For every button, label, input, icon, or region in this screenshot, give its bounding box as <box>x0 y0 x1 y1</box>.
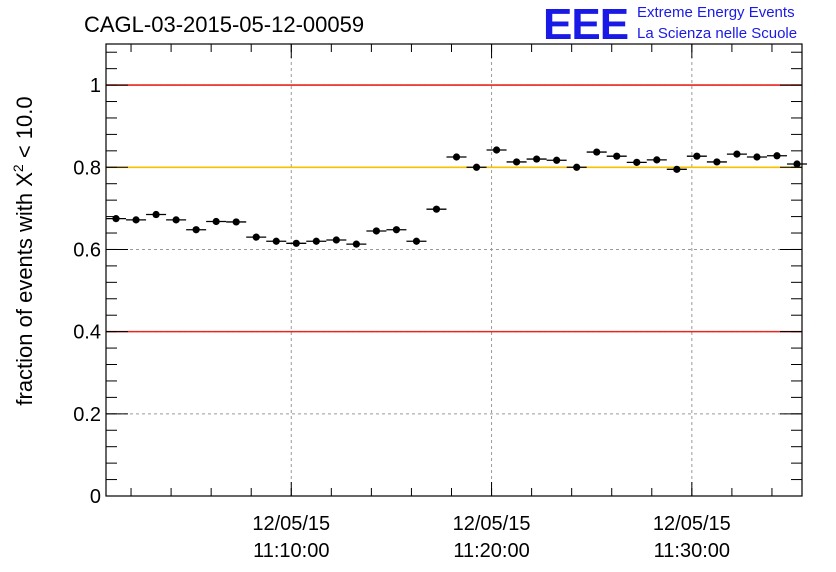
data-point <box>546 156 567 164</box>
data-point <box>206 217 227 226</box>
y-axis-label-suffix: < 10.0 <box>12 96 37 164</box>
data-point <box>766 152 787 160</box>
data-point <box>666 165 687 173</box>
x-tick-time-label: 11:30:00 <box>654 540 730 562</box>
data-marker <box>152 210 160 219</box>
y-tick-label: 0.2 <box>73 404 101 426</box>
eee-logo: EEE Extreme Energy Events La Scienza nel… <box>543 0 797 49</box>
data-point <box>366 227 387 235</box>
data-marker <box>192 226 200 234</box>
data-point <box>586 148 607 156</box>
data-marker <box>372 227 380 235</box>
data-point <box>506 158 527 166</box>
data-point <box>406 237 427 245</box>
data-point <box>166 216 187 224</box>
data-point <box>426 205 447 213</box>
data-marker <box>212 217 220 226</box>
data-points <box>106 146 808 248</box>
data-marker <box>232 218 240 226</box>
data-marker <box>753 153 761 161</box>
logo-line-2: La Scienza nelle Scuole <box>637 25 797 42</box>
data-point <box>346 240 367 248</box>
data-marker <box>172 216 180 224</box>
logo-mark: EEE <box>543 0 628 49</box>
data-point <box>746 153 767 161</box>
plot-frame <box>105 43 803 497</box>
x-tick-date-label: 12/05/15 <box>252 513 330 535</box>
x-tick-time-label: 11:20:00 <box>453 540 529 562</box>
data-point <box>306 237 327 245</box>
data-marker <box>312 237 320 245</box>
data-point <box>726 150 747 158</box>
data-marker <box>452 153 461 161</box>
data-point <box>226 218 247 226</box>
y-axis-label-prefix: fraction of events with X <box>12 172 37 406</box>
data-marker <box>633 158 641 166</box>
data-marker <box>272 237 280 245</box>
data-marker <box>593 148 601 156</box>
data-point <box>706 158 727 166</box>
y-axis-label-superscript: 2 <box>10 164 26 172</box>
data-marker <box>432 205 441 213</box>
data-marker <box>733 150 741 158</box>
data-point <box>566 163 587 171</box>
data-marker <box>132 216 140 224</box>
grid <box>106 44 802 497</box>
data-marker <box>673 165 681 173</box>
data-point <box>486 146 507 154</box>
data-marker <box>252 233 260 241</box>
data-point <box>626 158 647 166</box>
data-marker <box>492 146 501 154</box>
reference-lines <box>106 84 802 333</box>
data-point <box>606 152 627 160</box>
data-point <box>126 216 147 224</box>
y-tick-label: 0.4 <box>73 322 101 344</box>
data-point <box>146 210 167 219</box>
data-point <box>286 239 307 247</box>
data-point <box>646 156 667 164</box>
data-marker <box>332 236 340 244</box>
data-point <box>786 160 808 168</box>
data-point <box>266 237 287 245</box>
y-tick-label: 0 <box>90 486 101 508</box>
data-marker <box>412 237 421 245</box>
data-marker <box>512 158 521 166</box>
data-marker <box>653 156 661 164</box>
data-marker <box>793 160 801 168</box>
data-point <box>446 153 467 161</box>
data-marker <box>773 152 781 160</box>
data-marker <box>392 226 401 234</box>
data-point <box>326 236 347 244</box>
data-marker <box>292 239 300 247</box>
x-tick-date-label: 12/05/15 <box>653 513 731 535</box>
y-tick-label: 0.8 <box>73 157 101 179</box>
data-marker <box>533 155 541 163</box>
data-marker <box>352 240 360 248</box>
data-point <box>386 226 407 234</box>
data-marker <box>613 152 621 160</box>
data-point <box>466 163 487 171</box>
data-marker <box>553 156 561 164</box>
y-tick-label: 0.6 <box>73 239 101 261</box>
data-point <box>186 226 207 234</box>
x-tick-date-label: 12/05/15 <box>453 513 531 535</box>
data-point <box>246 233 267 241</box>
data-point <box>686 152 707 160</box>
data-marker <box>713 158 721 166</box>
y-axis-label: fraction of events with X2 < 10.0 <box>10 96 37 405</box>
data-marker <box>693 152 701 160</box>
x-tick-time-label: 11:10:00 <box>253 540 329 562</box>
data-marker <box>573 163 581 171</box>
chart-title: CAGL-03-2015-05-12-00059 <box>84 12 364 37</box>
data-marker <box>472 163 481 171</box>
y-tick-label: 1 <box>90 75 101 97</box>
data-point <box>526 155 547 163</box>
axis-ticks: 0 0.2 0.4 0.6 0.8 1 12/05/15 11:10:00 12/05/15 11… <box>73 44 802 562</box>
logo-line-1: Extreme Energy Events <box>637 4 795 21</box>
